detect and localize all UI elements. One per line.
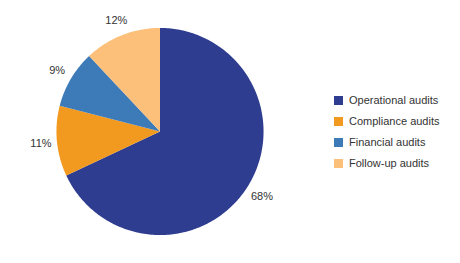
- html-text:Financial audits: Financial audits: [349, 136, 426, 148]
- html-text:Compliance audits: Compliance audits: [349, 115, 440, 127]
- html-text:Operational audits: Operational audits: [349, 94, 439, 106]
- svg-text:9%: 9%: [49, 64, 65, 76]
- svg-text:68%: 68%: [251, 190, 273, 202]
- html-text:Follow-up audits: Follow-up audits: [349, 157, 430, 169]
- svg-text:12%: 12%: [105, 14, 127, 26]
- svg-text:11%: 11%: [30, 137, 51, 149]
